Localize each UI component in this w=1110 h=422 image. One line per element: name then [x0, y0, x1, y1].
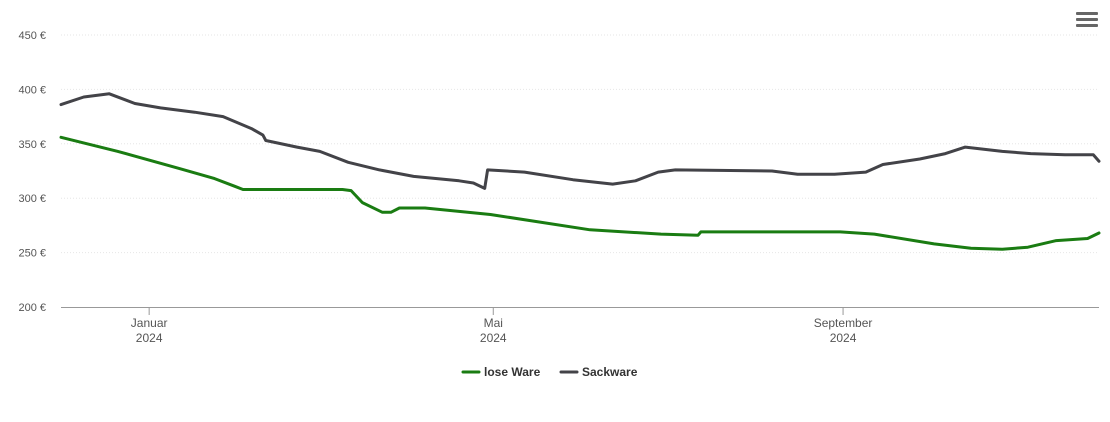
menu-bar	[1076, 18, 1098, 21]
series-line-1[interactable]	[59, 135, 1101, 251]
x-tick-label-year: 2024	[830, 331, 857, 345]
legend-item[interactable]: Sackware	[559, 365, 638, 379]
series-line-2[interactable]	[59, 92, 1101, 190]
x-tick-label-month: Januar	[131, 316, 168, 330]
x-tick-label-year: 2024	[136, 331, 163, 345]
legend-item[interactable]: lose Ware	[461, 365, 541, 379]
y-tick-label: 200 €	[18, 302, 46, 314]
legend-label: Sackware	[582, 365, 638, 379]
x-tick-label-year: 2024	[480, 331, 507, 345]
menu-bar	[1076, 12, 1098, 15]
y-tick-label: 400 €	[18, 84, 46, 96]
y-tick-label: 250 €	[18, 248, 46, 260]
y-axis: 200 € 250 € 300 € 350 € 400 € 450 €	[18, 30, 46, 314]
x-tick-label-month: September	[814, 316, 873, 330]
grid-lines	[61, 34, 1099, 254]
y-tick-label: 450 €	[18, 30, 46, 42]
x-tick-label-month: Mai	[484, 316, 503, 330]
y-tick-label: 350 €	[18, 139, 46, 151]
legend-label: lose Ware	[484, 365, 541, 379]
menu-bar	[1076, 24, 1098, 27]
series-lines	[59, 92, 1101, 251]
hamburger-menu-icon[interactable]	[1076, 12, 1098, 32]
legend: lose Ware Sackware	[461, 365, 638, 379]
y-tick-label: 300 €	[18, 193, 46, 205]
